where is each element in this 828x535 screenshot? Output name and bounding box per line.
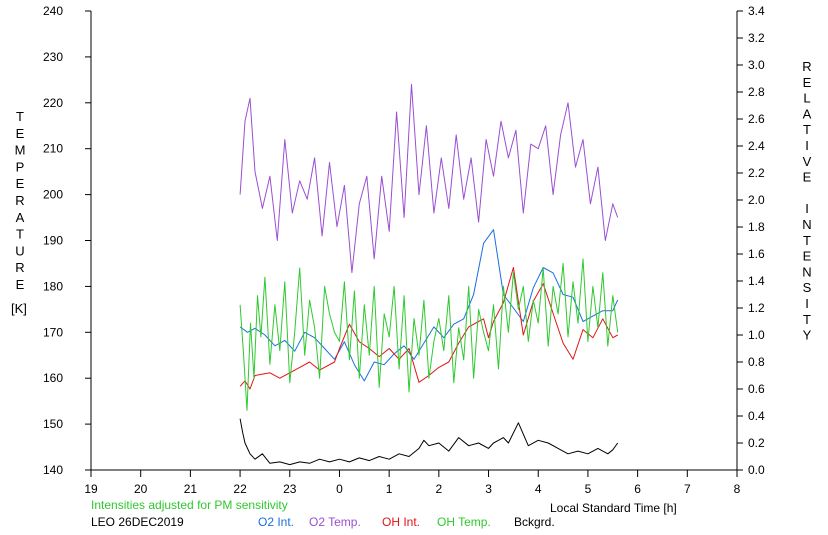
y-right-tick-label: 2.2: [748, 166, 765, 180]
y-left-label-letter: U: [15, 243, 24, 258]
y-right-label-letter: N: [802, 264, 811, 279]
y-right-label-letter: T: [803, 233, 811, 248]
y-right-label-letter: I: [805, 296, 809, 311]
station-date-label: LEO 26DEC2019: [91, 515, 184, 529]
y-right-tick-label: 2.8: [748, 85, 765, 99]
y-left-label-letter: E: [16, 176, 25, 191]
y-left-label-letter: R: [15, 193, 24, 208]
y-right-label-letter: I: [805, 201, 809, 216]
series-line-o2-int: [239, 229, 619, 382]
y-left-tick-label: 230: [43, 50, 63, 64]
sensitivity-note: Intensities adjusted for PM sensitivity: [91, 498, 288, 512]
y-right-tick-label: 0.8: [748, 355, 765, 369]
y-right-tick-label: 1.6: [748, 247, 765, 261]
legend-oh-temp: OH Temp.: [437, 515, 491, 529]
y-left-unit: [K]: [11, 301, 27, 316]
legend-o2-int: O2 Int.: [258, 515, 294, 529]
y-left-tick-label: 160: [43, 371, 63, 385]
x-tick-label: 20: [134, 482, 148, 496]
x-tick-label: 1: [386, 482, 393, 496]
y-right-label-letter: V: [803, 154, 812, 169]
series-line-o2-temp: [239, 83, 619, 274]
y-left-label-letter: R: [15, 260, 24, 275]
y-right-tick-label: 3.2: [748, 31, 765, 45]
y-left-tick-label: 220: [43, 96, 63, 110]
y-right-tick-label: 0.6: [748, 382, 765, 396]
y-right-tick-label: 1.4: [748, 274, 765, 288]
x-tick-label: 19: [84, 482, 98, 496]
y-left-tick-label: 140: [43, 463, 63, 477]
y-right-label-letter: L: [803, 91, 810, 106]
x-tick-label: 4: [535, 482, 542, 496]
x-tick-label: 22: [233, 482, 247, 496]
y-right-label-letter: T: [803, 122, 811, 137]
y-left-tick-label: 180: [43, 279, 63, 293]
x-tick-label: 0: [336, 482, 343, 496]
y-left-tick-label: 210: [43, 142, 63, 156]
y-right-label-letter: S: [803, 280, 812, 295]
y-left-label-letter: M: [15, 143, 26, 158]
y-right-label-letter: A: [803, 106, 812, 121]
y-right-tick-label: 0.0: [748, 463, 765, 477]
y-right-tick-label: 1.8: [748, 220, 765, 234]
y-right-tick-label: 2.6: [748, 112, 765, 126]
x-axis-label: Local Standard Time [h]: [550, 501, 677, 515]
x-tick-label: 21: [184, 482, 198, 496]
y-right-tick-label: 3.0: [748, 58, 765, 72]
y-right-tick-label: 0.2: [748, 436, 765, 450]
y-left-tick-label: 190: [43, 234, 63, 248]
y-left-label-letter: T: [16, 109, 24, 124]
series-line-oh-int: [239, 267, 618, 390]
y-right-label-letter: E: [803, 75, 812, 90]
y-left-label-letter: E: [16, 126, 25, 141]
y-right-tick-label: 1.2: [748, 301, 765, 315]
x-tick-label: 8: [734, 482, 741, 496]
x-tick-label: 3: [485, 482, 492, 496]
y-right-tick-label: 1.0: [748, 328, 765, 342]
y-left-tick-label: 150: [43, 417, 63, 431]
x-tick-label: 2: [436, 482, 443, 496]
y-right-label-letter: Y: [803, 328, 812, 343]
legend-bckgrd: Bckgrd.: [514, 515, 555, 529]
x-tick-label: 23: [283, 482, 297, 496]
y-right-label-letter: T: [803, 312, 811, 327]
series-layer: [239, 83, 619, 466]
y-left-tick-label: 170: [43, 325, 63, 339]
y-right-label-letter: E: [803, 170, 812, 185]
y-right-tick-label: 3.4: [748, 4, 765, 18]
series-line-bckgrd: [239, 418, 619, 466]
y-left-label-letter: A: [16, 210, 25, 225]
y-right-tick-label: 2.4: [748, 139, 765, 153]
y-right-label-letter: E: [803, 249, 812, 264]
y-left-tick-label: 240: [43, 4, 63, 18]
y-left-label-letter: P: [16, 159, 25, 174]
y-left-label-letter: E: [16, 277, 25, 292]
ticks-layer: 19 20 21 22 23 0 1 2 3 4 5 6 7 8140150160170180190200…: [43, 4, 765, 496]
y-right-label-letter: R: [802, 59, 811, 74]
series-line-oh-temp: [239, 258, 619, 411]
legend-o2-temp: O2 Temp.: [309, 515, 361, 529]
x-tick-label: 6: [634, 482, 641, 496]
y-right-tick-label: 0.4: [748, 409, 765, 423]
x-tick-label: 7: [684, 482, 691, 496]
y-right-label-letter: I: [805, 138, 809, 153]
legend-oh-int: OH Int.: [382, 515, 420, 529]
x-tick-label: 5: [585, 482, 592, 496]
y-left-label-letter: T: [16, 227, 24, 242]
y-right-label-letter: N: [802, 217, 811, 232]
y-left-tick-label: 200: [43, 188, 63, 202]
y-right-tick-label: 2.0: [748, 193, 765, 207]
